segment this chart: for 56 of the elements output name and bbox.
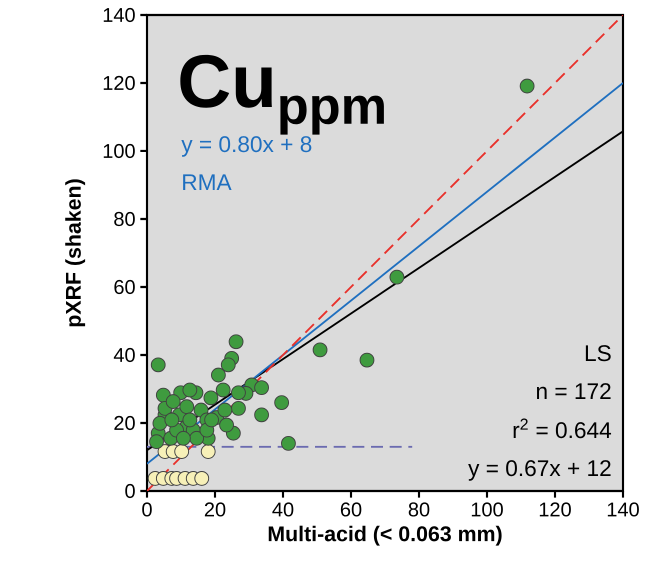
- x-tick-label: 60: [340, 502, 362, 517]
- x-tick-label: 80: [408, 502, 430, 517]
- point: [312, 342, 328, 358]
- x-tick-label: 40: [272, 502, 294, 517]
- point: [150, 357, 166, 372]
- point: [520, 78, 535, 94]
- point: [204, 390, 218, 406]
- x-tick-label: 0: [142, 502, 152, 517]
- x-axis-title: Multi-acid (< 0.063 mm): [268, 526, 502, 546]
- y-tick-label: 0: [125, 484, 135, 498]
- point: [204, 412, 220, 428]
- annotation: n = 172: [536, 383, 611, 399]
- annotation: y = 0.67x + 12: [468, 460, 611, 481]
- point: [219, 418, 234, 432]
- x-tick-label: 140: [608, 502, 639, 517]
- y-tick-label: 140: [104, 8, 135, 22]
- point: [231, 385, 246, 400]
- point: [182, 382, 198, 398]
- y-tick-label: 120: [104, 76, 135, 90]
- point: [228, 334, 244, 350]
- point: [254, 380, 269, 396]
- y-tick-label: 80: [114, 212, 135, 226]
- y-tick-label: 60: [114, 280, 135, 294]
- point: [217, 402, 232, 418]
- point: [389, 270, 404, 285]
- point: [194, 471, 210, 486]
- point: [179, 399, 194, 414]
- point: [360, 352, 374, 368]
- x-tick-label: 100: [472, 502, 503, 517]
- point: [152, 416, 168, 431]
- point: [174, 444, 190, 459]
- annotation: RMA: [183, 174, 232, 190]
- annotation: r$^{2}$ = 0.644: [514, 418, 612, 438]
- point: [281, 436, 296, 451]
- y-tick-label: 20: [114, 416, 135, 430]
- point: [176, 430, 191, 446]
- point: [149, 434, 164, 450]
- point: [166, 394, 181, 409]
- text: Cu$_{ppm}$: [180, 54, 384, 135]
- point: [182, 412, 198, 428]
- point: [164, 412, 180, 428]
- x-tick-label: 20: [204, 502, 226, 517]
- annotation: LS: [586, 345, 611, 362]
- point: [274, 395, 290, 410]
- y-axis-title: pXRF (shaken): [65, 179, 86, 326]
- point: [231, 400, 246, 416]
- point: [254, 407, 269, 422]
- annotation: y = 0.80x + 8: [181, 136, 312, 157]
- y-tick-label: 40: [114, 348, 135, 362]
- y-tick-label: 100: [104, 144, 135, 158]
- point: [200, 444, 216, 459]
- point: [216, 382, 231, 398]
- point: [189, 430, 204, 446]
- point: [220, 357, 236, 372]
- point: [211, 368, 226, 382]
- x-tick-label: 120: [540, 502, 571, 517]
